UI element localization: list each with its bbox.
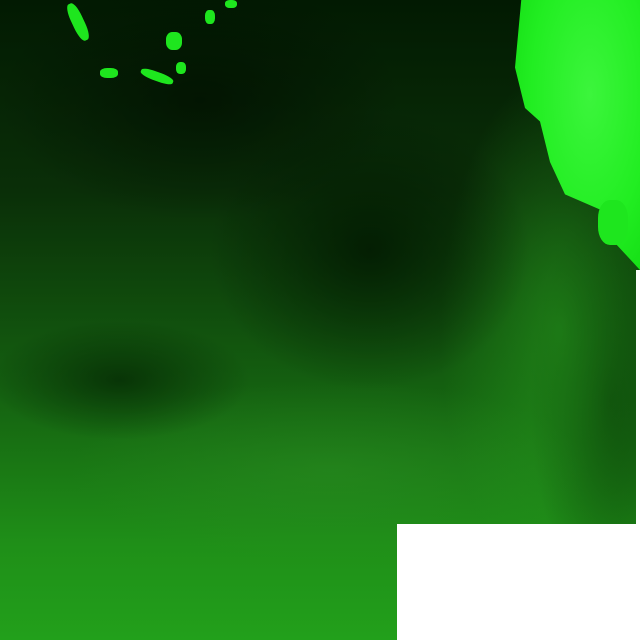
- no-data-region: [397, 524, 640, 640]
- cloud-fleck: [205, 10, 215, 24]
- cloud-fleck: [100, 68, 118, 78]
- cloud-fleck: [598, 200, 628, 245]
- cloud-fleck: [225, 0, 237, 8]
- no-data-strip: [636, 270, 640, 640]
- cloud-fleck: [176, 62, 186, 74]
- cloud-fleck: [166, 32, 182, 50]
